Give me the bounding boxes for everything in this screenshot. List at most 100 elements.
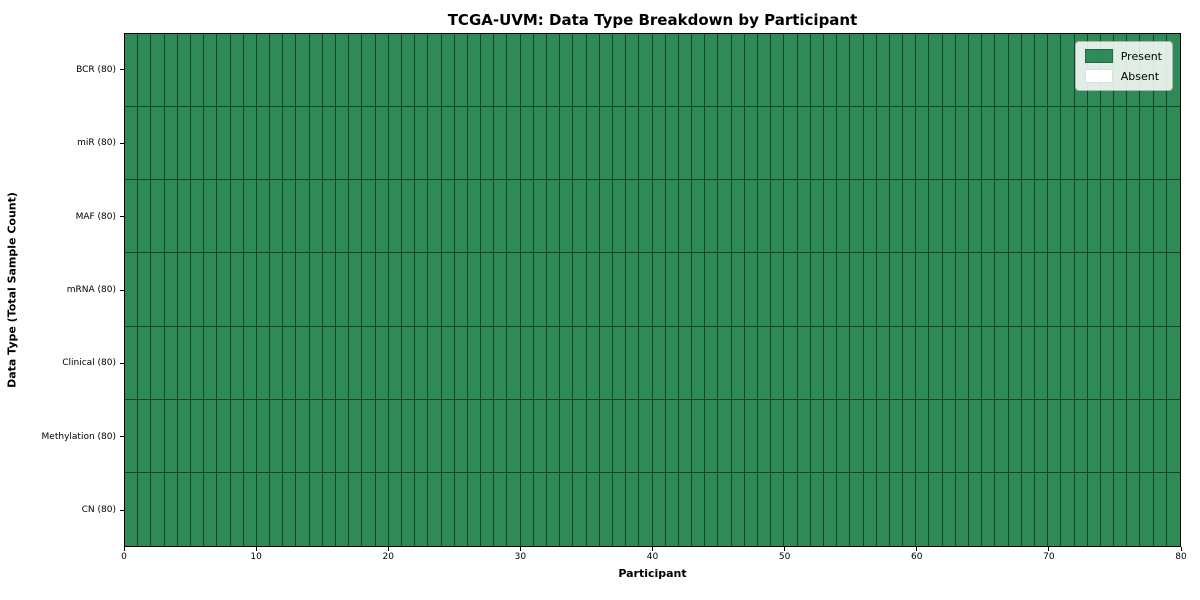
heatmap-cell xyxy=(942,253,956,327)
heatmap-cell xyxy=(560,180,574,254)
heatmap-cell xyxy=(243,253,257,327)
x-tick-mark xyxy=(1048,547,1050,551)
heatmap-cell xyxy=(810,180,824,254)
heatmap-cell xyxy=(810,472,824,546)
heatmap-cell xyxy=(744,34,758,108)
heatmap-cell xyxy=(758,399,772,473)
heatmap-cell xyxy=(415,253,429,327)
heatmap-cell xyxy=(1048,399,1062,473)
heatmap-cell xyxy=(731,326,745,400)
heatmap-cell xyxy=(217,326,231,400)
heatmap-cell xyxy=(401,253,416,327)
heatmap-cell xyxy=(190,326,205,400)
heatmap-cell xyxy=(1034,180,1049,254)
heatmap-cell xyxy=(955,326,969,400)
heatmap-cell xyxy=(1140,399,1154,473)
heatmap-cell xyxy=(1087,253,1101,327)
heatmap-cell xyxy=(454,34,468,108)
heatmap-cell xyxy=(969,180,983,254)
heatmap-cell xyxy=(454,472,468,546)
heatmap-cell xyxy=(151,472,165,546)
heatmap-cell xyxy=(375,107,389,181)
heatmap-cell xyxy=(692,180,706,254)
heatmap-cell xyxy=(995,180,1009,254)
heatmap-cell xyxy=(692,107,706,181)
heatmap-cell xyxy=(1008,399,1022,473)
heatmap-cell xyxy=(362,399,376,473)
heatmap-cell xyxy=(309,180,323,254)
x-tick-label: 80 xyxy=(1175,552,1187,562)
heatmap-cell xyxy=(270,399,284,473)
heatmap-cell xyxy=(177,253,191,327)
heatmap-cell xyxy=(678,326,693,400)
y-tick-label: mRNA (80) xyxy=(66,285,116,295)
heatmap-cell xyxy=(771,326,785,400)
heatmap-cell xyxy=(190,472,205,546)
heatmap-cell xyxy=(955,253,969,327)
heatmap-cell xyxy=(929,399,943,473)
heatmap-cell xyxy=(1074,472,1088,546)
heatmap-cell xyxy=(929,34,943,108)
heatmap-cell xyxy=(533,326,547,400)
heatmap-cell xyxy=(665,399,679,473)
heatmap-cell xyxy=(151,399,165,473)
heatmap-cell xyxy=(547,472,561,546)
heatmap-cell xyxy=(850,399,864,473)
heatmap-cell xyxy=(929,326,943,400)
heatmap-grid xyxy=(125,34,1180,546)
heatmap-cell xyxy=(758,326,772,400)
heatmap-cell xyxy=(982,326,996,400)
heatmap-cell xyxy=(547,180,561,254)
heatmap-cell xyxy=(1008,34,1022,108)
heatmap-cell xyxy=(547,107,561,181)
heatmap-cell xyxy=(164,472,178,546)
heatmap-cell xyxy=(256,34,271,108)
heatmap-cell xyxy=(481,107,495,181)
heatmap-cell xyxy=(969,107,983,181)
heatmap-cell xyxy=(863,107,877,181)
heatmap-cell xyxy=(903,326,917,400)
heatmap-cell xyxy=(1127,399,1141,473)
heatmap-cell xyxy=(270,180,284,254)
heatmap-cell xyxy=(903,253,917,327)
heatmap-cell xyxy=(626,326,640,400)
heatmap-cell xyxy=(362,34,376,108)
heatmap-cell xyxy=(758,107,772,181)
heatmap-cell xyxy=(164,326,178,400)
heatmap-cell xyxy=(441,399,455,473)
legend-entry-present: Present xyxy=(1084,49,1162,63)
heatmap-cell xyxy=(850,326,864,400)
heatmap-cell xyxy=(612,253,627,327)
heatmap-cell xyxy=(626,180,640,254)
y-tick-label: BCR (80) xyxy=(76,64,116,75)
heatmap-cell xyxy=(1114,326,1128,400)
heatmap-cell xyxy=(771,253,785,327)
heatmap-cell xyxy=(665,34,679,108)
heatmap-cell xyxy=(467,180,482,254)
heatmap-cell xyxy=(1048,180,1062,254)
heatmap-cell xyxy=(507,326,521,400)
heatmap-cell xyxy=(296,326,310,400)
heatmap-cell xyxy=(177,472,191,546)
chart-title: TCGA-UVM: Data Type Breakdown by Partici… xyxy=(447,11,858,29)
heatmap-cell xyxy=(1127,107,1141,181)
heatmap-cell xyxy=(362,326,376,400)
y-tick-mark xyxy=(120,142,124,144)
heatmap-cell xyxy=(349,472,363,546)
heatmap-cell xyxy=(415,180,429,254)
heatmap-cell xyxy=(533,180,547,254)
heatmap-cell xyxy=(520,34,534,108)
heatmap-cell xyxy=(1021,107,1035,181)
heatmap-cell xyxy=(784,253,798,327)
heatmap-cell xyxy=(837,34,851,108)
heatmap-cell xyxy=(217,472,231,546)
heatmap-cell xyxy=(797,253,811,327)
heatmap-cell xyxy=(705,472,719,546)
heatmap-cell xyxy=(454,326,468,400)
legend-label-present: Present xyxy=(1120,49,1162,63)
heatmap-cell xyxy=(190,107,205,181)
x-tick-mark xyxy=(519,547,521,551)
heatmap-cell xyxy=(322,253,336,327)
x-tick-mark xyxy=(387,547,389,551)
heatmap-cell xyxy=(217,180,231,254)
